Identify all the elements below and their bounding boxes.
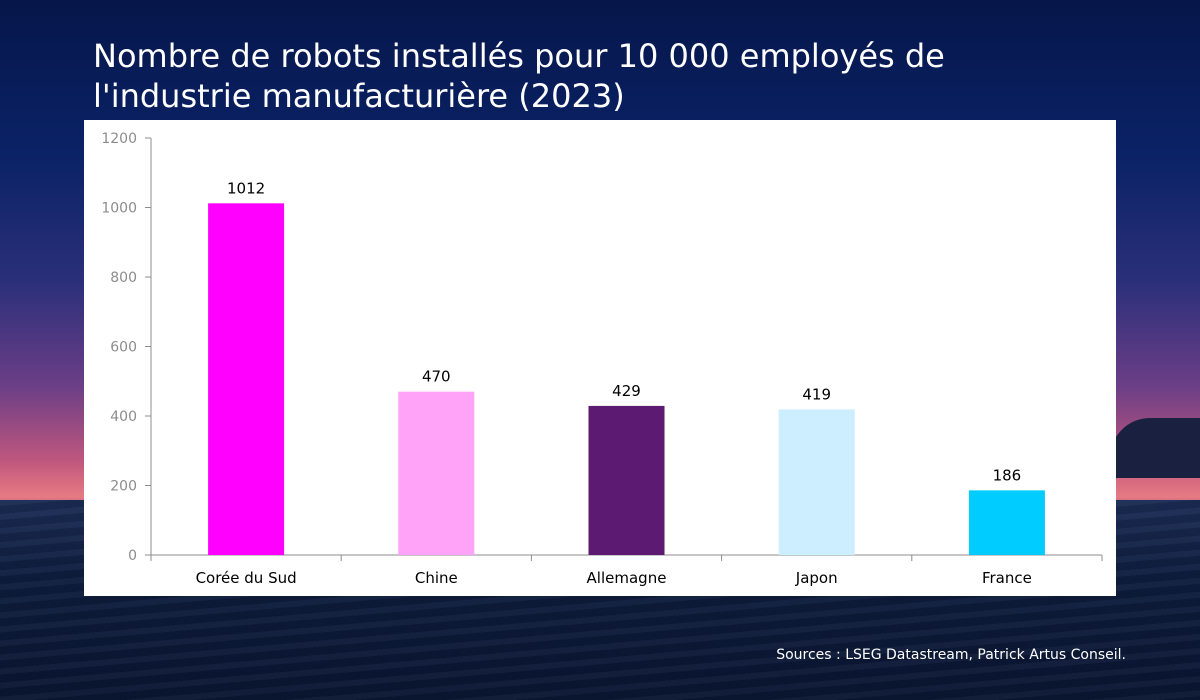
data-label: 429 xyxy=(612,382,641,400)
source-note: Sources : LSEG Datastream, Patrick Artus… xyxy=(776,647,1126,663)
bar xyxy=(778,409,855,555)
data-label: 186 xyxy=(993,466,1022,484)
y-tick-label: 0 xyxy=(128,548,137,564)
y-tick-label: 1000 xyxy=(101,201,137,217)
bar xyxy=(968,490,1045,555)
chart-title: Nombre de robots installés pour 10 000 e… xyxy=(93,37,945,115)
bar xyxy=(208,203,285,555)
x-tick-label: Corée du Sud xyxy=(196,569,297,587)
x-tick-label: Allemagne xyxy=(587,569,667,587)
bar xyxy=(588,405,665,555)
y-tick-label: 1200 xyxy=(101,131,137,147)
data-label: 470 xyxy=(422,368,451,386)
x-tick-label: Chine xyxy=(415,569,458,587)
y-tick-label: 400 xyxy=(110,409,137,425)
y-tick-label: 800 xyxy=(110,270,137,286)
x-tick-label: Japon xyxy=(795,569,838,587)
y-tick-label: 200 xyxy=(110,479,137,495)
chart-panel: 0 200 400 600 800 1000 1200 1012 Corée du Sud 470… xyxy=(84,120,1116,596)
bar xyxy=(398,391,475,555)
y-tick-label: 600 xyxy=(110,340,137,356)
bar-chart: 0 200 400 600 800 1000 1200 1012 Corée du Sud 470… xyxy=(101,131,1103,587)
data-label: 419 xyxy=(802,385,831,403)
x-tick-label: France xyxy=(982,569,1032,587)
background-hill xyxy=(1110,418,1200,478)
data-label: 1012 xyxy=(227,179,265,197)
